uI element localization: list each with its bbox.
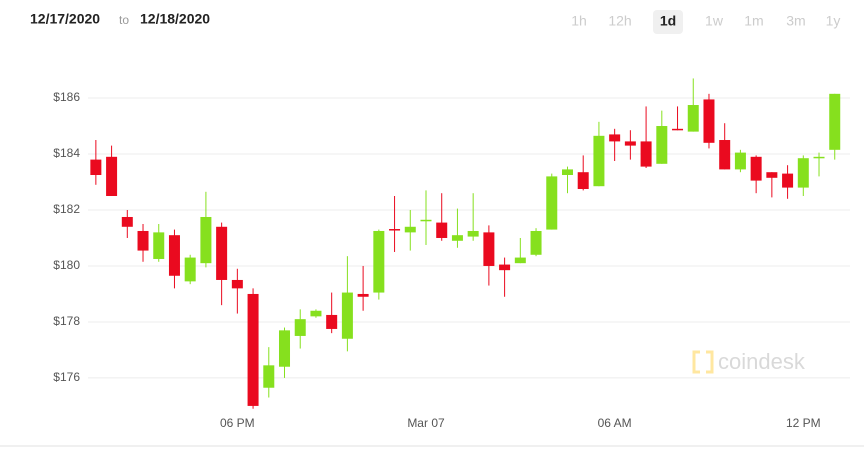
range-button[interactable]: 1y [826, 13, 841, 29]
range-button[interactable]: 3m [786, 13, 805, 29]
candle-body [734, 152, 746, 170]
candle-body [168, 235, 180, 276]
candle-body [247, 293, 259, 406]
candle-body [577, 172, 589, 189]
candle-body [656, 126, 668, 164]
y-tick-label: $182 [53, 202, 80, 216]
candle-body [782, 173, 794, 188]
y-tick-label: $186 [53, 90, 80, 104]
candle-body [310, 310, 322, 317]
range-button[interactable]: 12h [608, 13, 631, 29]
candle-body [357, 293, 369, 297]
y-tick-label: $176 [53, 370, 80, 384]
watermark: coindesk [692, 349, 806, 374]
range-selector: 1h 12h 1d 1w 1m 3m 1y [571, 10, 840, 34]
candle-body [561, 169, 573, 176]
candle-body [672, 128, 684, 131]
date-from: 12/17/2020 [30, 11, 100, 27]
candle-body [436, 222, 448, 238]
candle-body [530, 230, 542, 255]
candle-body [687, 105, 699, 132]
candle-body [546, 176, 558, 230]
candle-body [797, 158, 809, 188]
range-button[interactable]: 1m [744, 13, 763, 29]
candle-body [593, 135, 605, 187]
range-button[interactable]: 1d [660, 13, 676, 29]
candle-body [420, 219, 432, 222]
candle-body [153, 232, 165, 259]
candle-body [404, 226, 416, 233]
watermark-logo [692, 350, 714, 374]
candle-body [813, 156, 825, 159]
candle-body [499, 264, 511, 271]
candle-body [106, 156, 118, 196]
candle-body [624, 141, 636, 146]
candle-body [231, 279, 243, 289]
x-tick-label: 12 PM [786, 416, 821, 430]
range-button[interactable]: 1h [571, 13, 587, 29]
candle-body [200, 216, 212, 264]
y-tick-label: $178 [53, 314, 80, 328]
date-to: 12/18/2020 [140, 11, 210, 27]
candle-body [341, 292, 353, 339]
candle-body [373, 230, 385, 293]
candle-body [294, 319, 306, 336]
watermark-text: coindesk [718, 349, 806, 374]
candle-body [184, 257, 196, 282]
candle-body [263, 365, 275, 388]
candle-body [703, 99, 715, 143]
candle-body [609, 134, 621, 142]
candle-body [389, 229, 401, 231]
x-tick-label: 06 AM [598, 416, 632, 430]
candle-body [451, 235, 463, 241]
candle-body [719, 140, 731, 170]
candle-body [483, 232, 495, 266]
candle-body [121, 216, 133, 227]
range-button[interactable]: 1w [705, 13, 724, 29]
candle-body [137, 230, 149, 251]
candle-body [750, 156, 762, 181]
candle-body [640, 141, 652, 167]
candle-body [279, 330, 291, 367]
y-tick-label: $180 [53, 258, 80, 272]
x-tick-label: 06 PM [220, 416, 255, 430]
y-tick-label: $184 [53, 146, 80, 160]
candle-body [326, 314, 338, 329]
candle-body [467, 230, 479, 237]
candle-body [829, 93, 841, 150]
candle-body [216, 226, 228, 280]
candle-body [514, 257, 526, 264]
candle-body [766, 172, 778, 178]
x-tick-label: Mar 07 [407, 416, 445, 430]
date-separator: to [119, 13, 129, 27]
range-selected-bg [653, 10, 683, 34]
candle-body [90, 159, 102, 176]
